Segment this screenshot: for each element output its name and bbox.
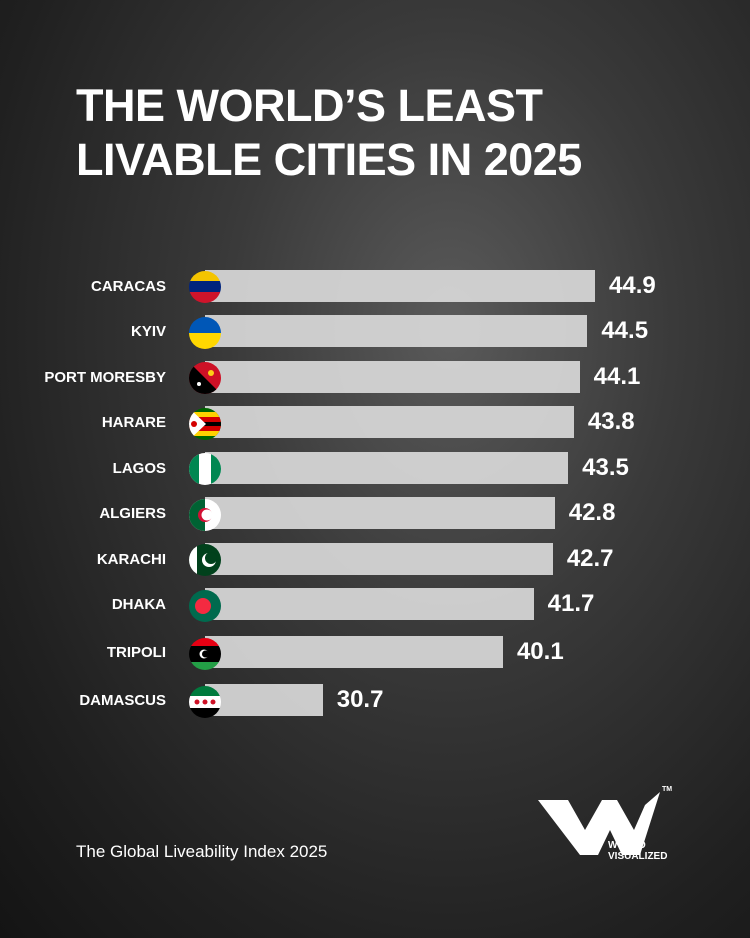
category-label: CARACAS — [91, 277, 166, 295]
category-label: LAGOS — [112, 459, 166, 477]
category-label: PORT MORESBY — [44, 368, 166, 386]
category-label: HARARE — [101, 413, 166, 431]
bar — [205, 684, 323, 716]
logo-text: WORLD VISUALIZED — [608, 840, 667, 862]
value-label: 43.5 — [582, 454, 629, 481]
bar — [205, 452, 569, 484]
value-label: 30.7 — [336, 686, 384, 713]
category-label: ALGIERS — [99, 504, 166, 522]
title: LIVABLE CITIES IN 2025 — [76, 134, 582, 185]
value-label: 42.8 — [568, 499, 616, 526]
bar — [205, 361, 580, 393]
bar — [205, 543, 553, 575]
value-label: 42.7 — [566, 545, 614, 572]
value-label: 44.9 — [609, 272, 656, 299]
source: The Global Liveability Index 2025 — [76, 842, 328, 861]
value-label: 44.5 — [601, 317, 649, 344]
bar — [205, 588, 534, 620]
category-label: DHAKA — [111, 595, 166, 613]
value-label: 40.1 — [516, 638, 564, 665]
category-label: DAMASCUS — [79, 691, 166, 709]
category-label: KYIV — [130, 322, 166, 340]
category-label: KARACHI — [96, 550, 166, 568]
bar — [205, 406, 574, 438]
bar — [205, 497, 555, 529]
logo-line: WORLD — [608, 840, 646, 851]
bar — [205, 636, 503, 668]
title: THE WORLD’S LEAST — [76, 80, 543, 131]
logo-tm: TM — [662, 786, 673, 793]
value-label: 43.8 — [587, 408, 635, 435]
category-label: TRIPOLI — [106, 643, 166, 661]
value-label: 44.1 — [593, 363, 641, 390]
logo-line: VISUALIZED — [608, 851, 668, 862]
bar — [205, 270, 595, 302]
bar — [205, 315, 588, 347]
value-label: 41.7 — [547, 590, 595, 617]
